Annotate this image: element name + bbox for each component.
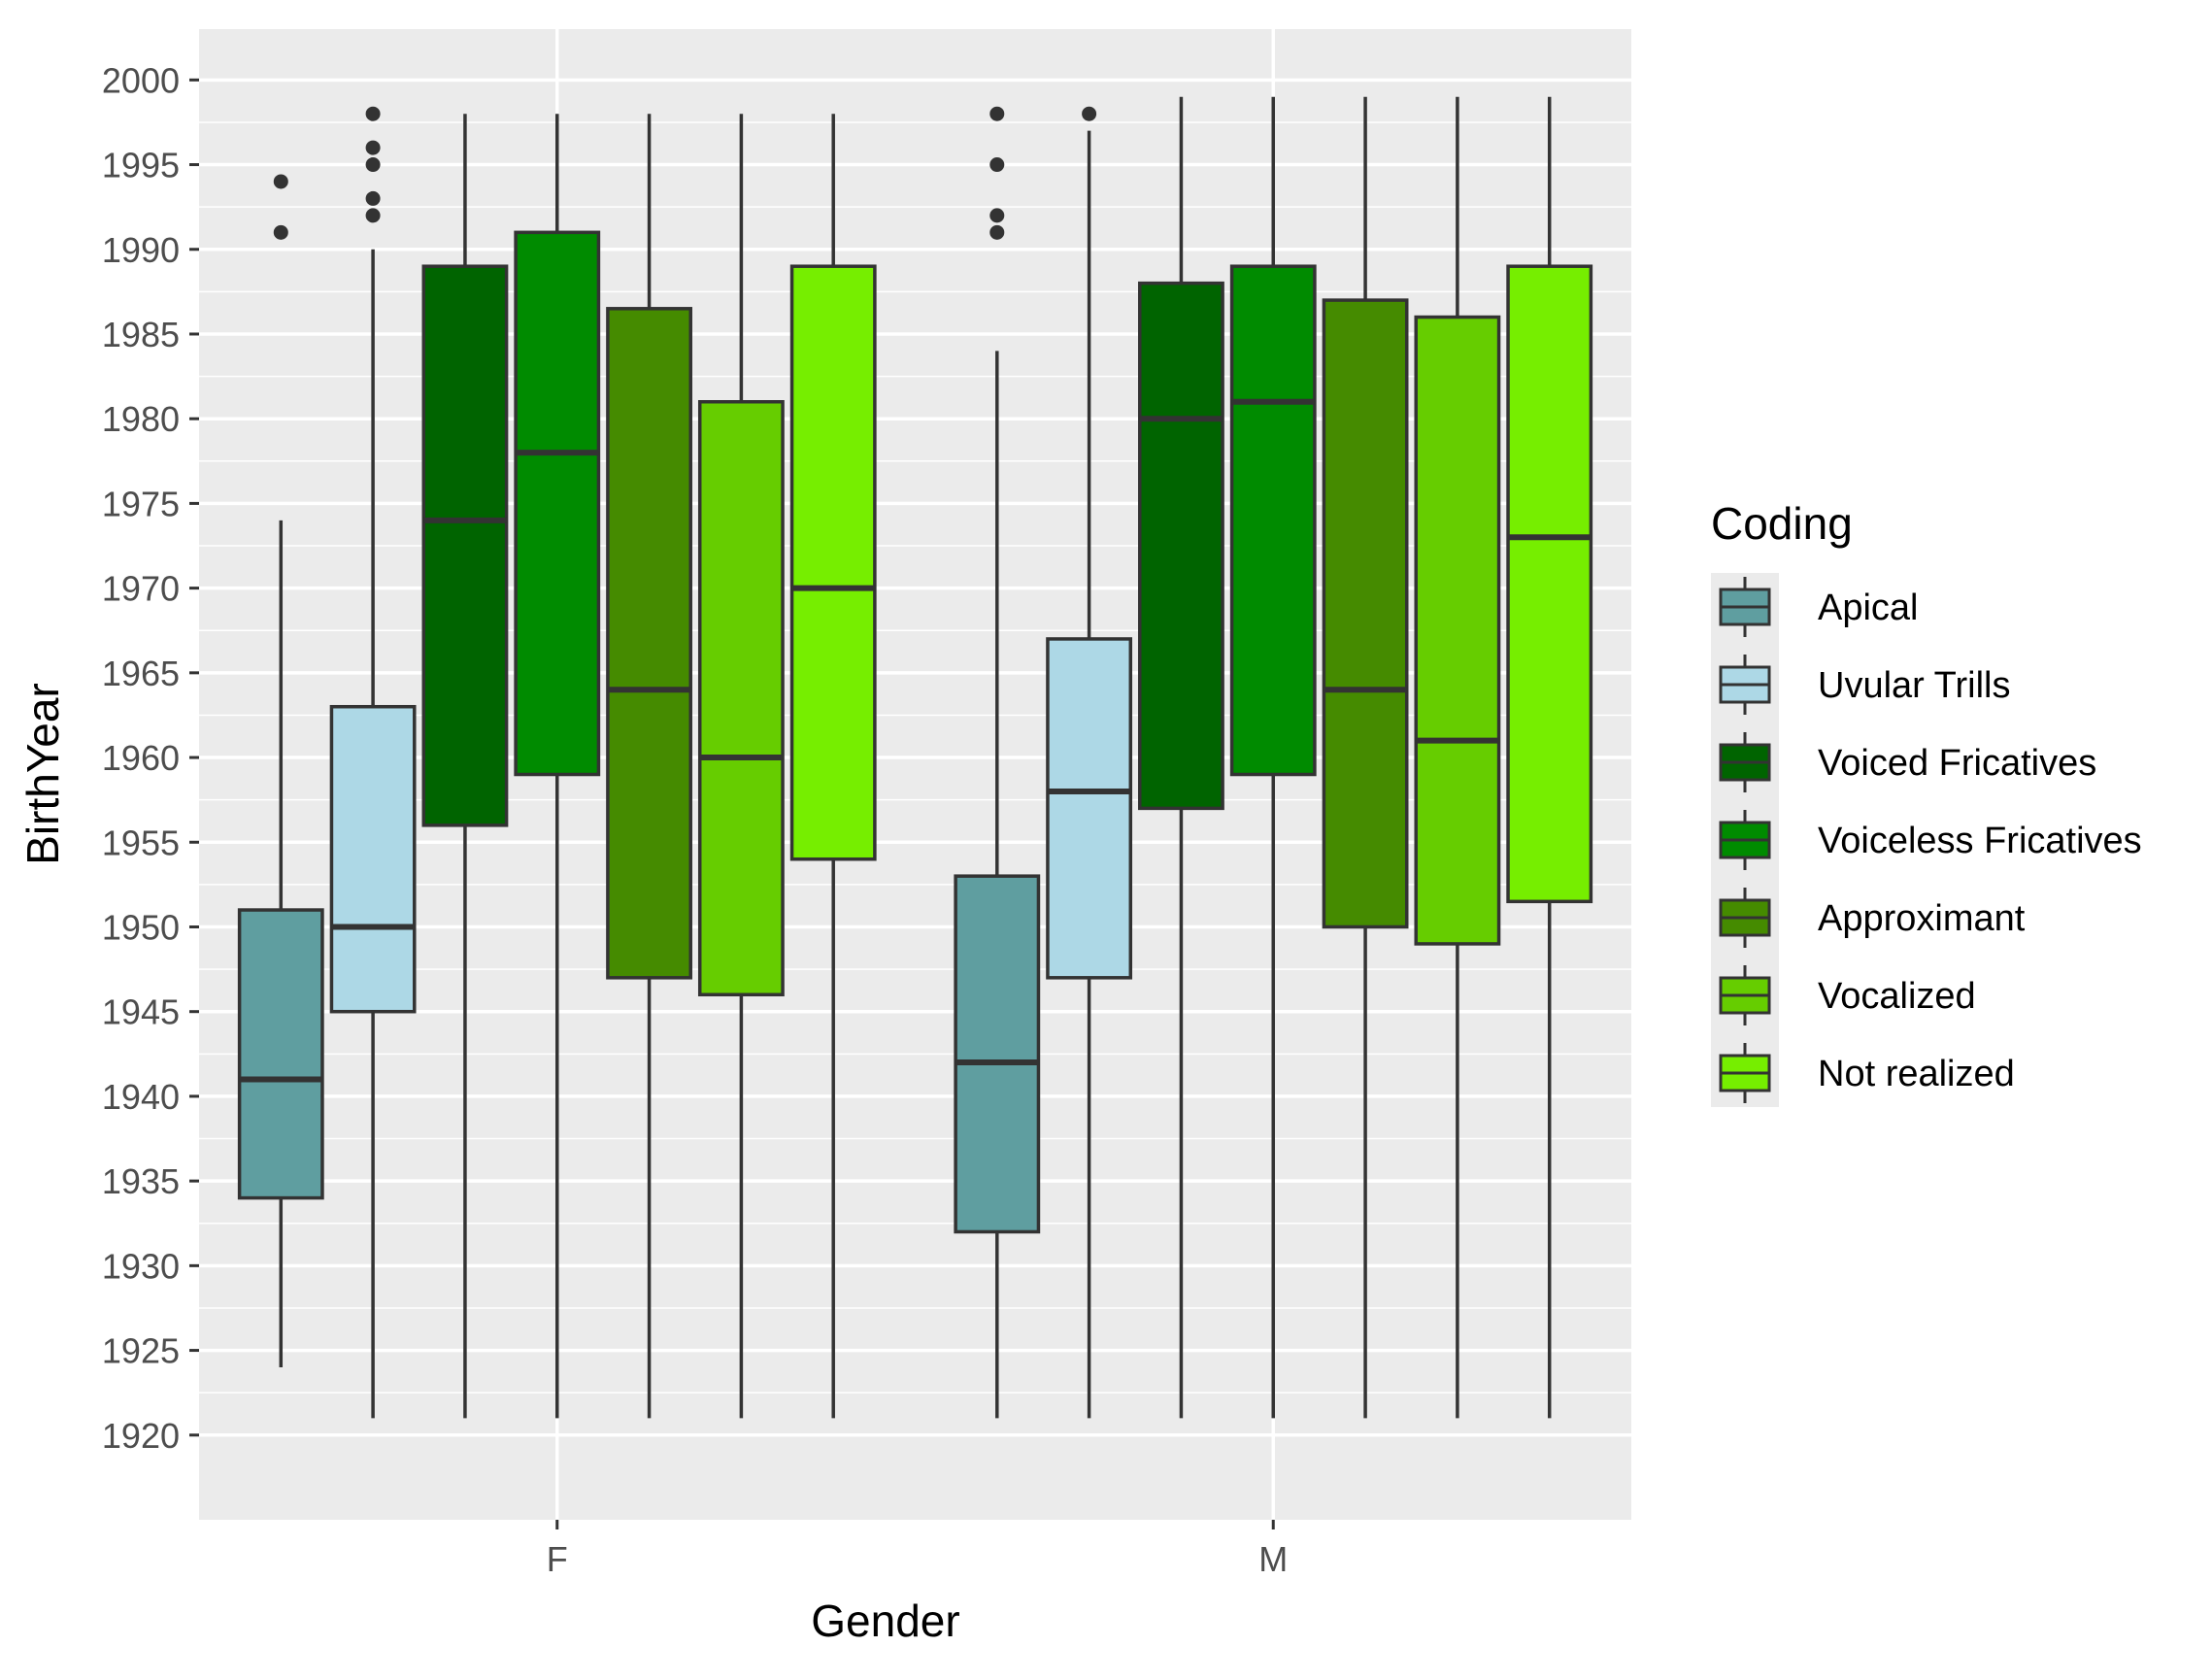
legend: Coding Apical Uvular Trills Voiced Fricati… [1711, 498, 2142, 1107]
legend-label: Not realized [1818, 1054, 2015, 1094]
y-tick-label: 1955 [102, 823, 180, 862]
legend-label: Apical [1818, 588, 1919, 628]
outlier-point [989, 157, 1005, 173]
y-tick-label: 1950 [102, 907, 180, 947]
box-voiced-fricatives [1138, 96, 1224, 1419]
outlier-point [1082, 106, 1097, 121]
legend-item: Voiceless Fricatives [1719, 810, 2142, 870]
y-tick-label: 1920 [102, 1416, 180, 1456]
y-tick-label: 1940 [102, 1077, 180, 1117]
box-iqr [1046, 637, 1133, 980]
box-iqr [421, 264, 509, 827]
x-axis-title: Gender [811, 1596, 959, 1646]
y-tick-label: 1945 [102, 992, 180, 1032]
legend-label: Approximant [1818, 898, 2026, 939]
box-vocalized [697, 114, 785, 1419]
legend-item: Not realized [1719, 1043, 2015, 1103]
boxes-layer [237, 96, 1593, 1419]
box-iqr [606, 307, 692, 980]
box-uvular-trills [329, 106, 417, 1419]
outlier-point [365, 208, 381, 223]
box-vocalized [1414, 96, 1501, 1419]
box-iqr [1322, 298, 1409, 929]
legend-item: Apical [1719, 577, 1919, 637]
legend-label: Uvular Trills [1818, 665, 2010, 706]
outlier-point [989, 224, 1005, 240]
x-tick-label: M [1258, 1539, 1288, 1579]
y-tick-label: 1990 [102, 230, 180, 270]
box-iqr [789, 264, 877, 861]
box-iqr [954, 874, 1041, 1234]
legend-item: Voiced Fricatives [1719, 732, 2096, 792]
outlier-point [365, 106, 381, 121]
box-uvular-trills [1046, 106, 1133, 1419]
box-iqr [1138, 281, 1224, 811]
box-voiceless-fricatives [1229, 96, 1317, 1419]
y-tick-label: 1960 [102, 738, 180, 778]
y-tick-label: 1935 [102, 1161, 180, 1201]
box-iqr [514, 230, 601, 777]
box-approximant [1322, 96, 1409, 1419]
outlier-point [273, 174, 288, 189]
y-axis-title: BirthYear [17, 683, 68, 865]
box-iqr [697, 400, 785, 997]
y-axis: 1920 1925 1930 1935 1940 1945 1950 1955 1960 1965… [102, 60, 199, 1456]
box-apical [954, 106, 1041, 1419]
box-approximant [606, 114, 692, 1419]
legend-item: Approximant [1719, 888, 2026, 948]
box-voiceless-fricatives [514, 114, 601, 1419]
outlier-point [989, 208, 1005, 223]
box-iqr [1229, 264, 1317, 777]
legend-label: Vocalized [1818, 976, 1976, 1017]
outlier-point [365, 190, 381, 206]
legend-title: Coding [1711, 498, 1853, 549]
x-tick-label: F [547, 1539, 568, 1579]
box-not-realized [1506, 96, 1593, 1419]
box-iqr [1414, 315, 1501, 946]
outlier-point [365, 157, 381, 173]
outlier-point [989, 106, 1005, 121]
legend-item: Uvular Trills [1719, 655, 2010, 715]
y-tick-label: 1930 [102, 1246, 180, 1286]
y-tick-label: 1975 [102, 484, 180, 523]
box-iqr [1506, 264, 1593, 904]
box-not-realized [789, 114, 877, 1419]
legend-item: Vocalized [1719, 965, 1976, 1025]
y-tick-label: 2000 [102, 60, 180, 100]
box-apical [237, 174, 324, 1368]
y-tick-label: 1985 [102, 315, 180, 354]
box-voiced-fricatives [421, 114, 509, 1419]
legend-label: Voiced Fricatives [1818, 743, 2096, 784]
legend-label: Voiceless Fricatives [1818, 821, 2142, 861]
y-tick-label: 1925 [102, 1331, 180, 1371]
outlier-point [273, 224, 288, 240]
y-tick-label: 1980 [102, 399, 180, 439]
y-tick-label: 1995 [102, 146, 180, 185]
legend-keys: Apical Uvular Trills Voiced Fricatives Voic… [1711, 573, 2142, 1107]
y-tick-label: 1965 [102, 654, 180, 693]
y-tick-label: 1970 [102, 569, 180, 609]
outlier-point [365, 140, 381, 155]
box-iqr [329, 704, 417, 1014]
box-iqr [237, 908, 324, 1200]
